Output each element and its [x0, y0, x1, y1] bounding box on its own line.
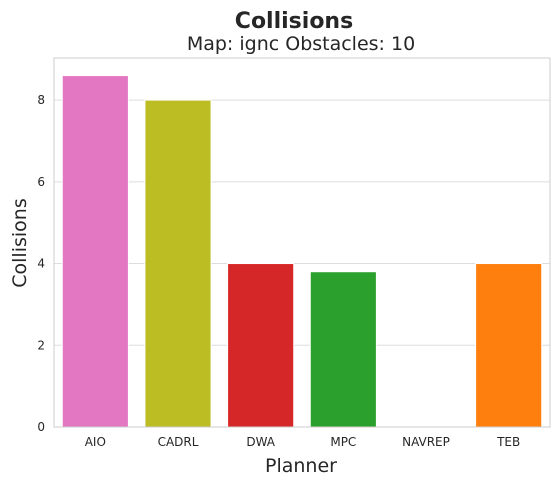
x-tick-label-aio: AIO	[85, 435, 106, 449]
chart-subtitle: Map: ignc Obstacles: 10	[187, 33, 415, 55]
y-tick-label: 8	[37, 93, 45, 107]
bars	[61, 75, 543, 428]
bar-mpc	[309, 271, 377, 428]
x-tick-label-navrep: NAVREP	[402, 435, 450, 449]
chart-title: Collisions	[235, 9, 353, 34]
plot-frame	[53, 57, 551, 428]
x-tick-label-dwa: DWA	[246, 435, 275, 449]
y-tick-label: 0	[37, 420, 45, 434]
x-tick-labels: AIO CADRL DWA MPC NAVREP TEB	[85, 435, 521, 449]
y-tick-label: 6	[37, 175, 45, 189]
y-tick-labels: 0 2 4 6 8	[37, 93, 45, 434]
bar-aio	[61, 75, 129, 428]
bar-dwa	[227, 263, 295, 428]
x-tick-label-teb: TEB	[496, 435, 520, 449]
y-axis-label: Collisions	[9, 198, 31, 287]
bar-cadrl	[144, 99, 212, 428]
x-tick-label-mpc: MPC	[330, 435, 356, 449]
x-axis-label: Planner	[265, 455, 337, 477]
x-tick-label-cadrl: CADRL	[158, 435, 199, 449]
y-tick-label: 2	[37, 338, 45, 352]
bar-teb	[475, 263, 543, 428]
y-tick-label: 4	[37, 257, 45, 271]
